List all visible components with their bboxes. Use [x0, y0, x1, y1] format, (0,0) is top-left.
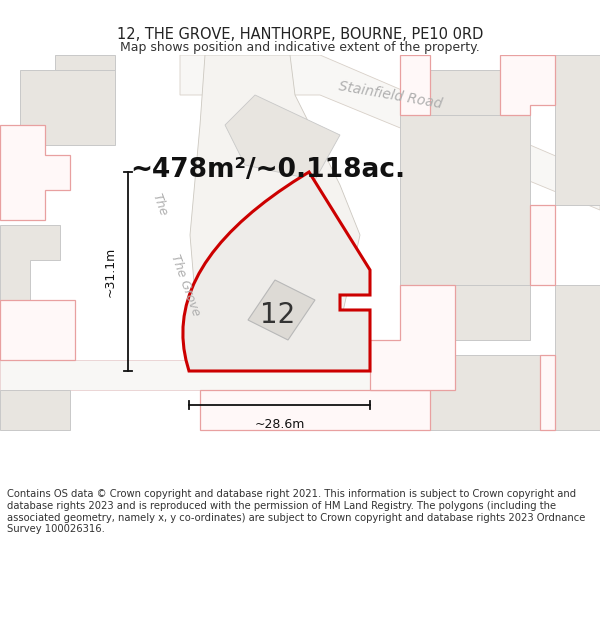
Text: The Grove: The Grove [168, 253, 202, 318]
Polygon shape [190, 55, 360, 425]
Polygon shape [0, 225, 60, 300]
Text: ~478m²/~0.118ac.: ~478m²/~0.118ac. [130, 157, 405, 183]
Polygon shape [55, 55, 115, 70]
Polygon shape [248, 280, 315, 340]
Text: ~28.6m: ~28.6m [254, 419, 305, 431]
Polygon shape [555, 55, 600, 205]
Polygon shape [555, 285, 600, 430]
Polygon shape [0, 390, 70, 430]
Polygon shape [183, 172, 370, 371]
Polygon shape [530, 205, 555, 285]
Text: ~31.1m: ~31.1m [104, 246, 116, 297]
Text: 12: 12 [260, 301, 296, 329]
Polygon shape [370, 285, 455, 390]
Polygon shape [200, 390, 430, 430]
Polygon shape [20, 70, 115, 145]
Text: Contains OS data © Crown copyright and database right 2021. This information is : Contains OS data © Crown copyright and d… [7, 489, 586, 534]
Polygon shape [430, 70, 500, 115]
Polygon shape [400, 115, 530, 285]
Polygon shape [225, 95, 340, 180]
Text: The: The [150, 192, 170, 218]
Polygon shape [500, 55, 555, 115]
Polygon shape [0, 300, 75, 360]
Polygon shape [455, 285, 530, 340]
Polygon shape [180, 55, 600, 210]
Text: 12, THE GROVE, HANTHORPE, BOURNE, PE10 0RD: 12, THE GROVE, HANTHORPE, BOURNE, PE10 0… [117, 27, 483, 42]
Text: Stainfield Road: Stainfield Road [337, 79, 443, 111]
Polygon shape [400, 55, 430, 115]
Polygon shape [0, 125, 70, 220]
Polygon shape [0, 360, 600, 390]
Polygon shape [430, 355, 540, 430]
Text: Map shows position and indicative extent of the property.: Map shows position and indicative extent… [120, 41, 480, 54]
Polygon shape [540, 355, 555, 430]
